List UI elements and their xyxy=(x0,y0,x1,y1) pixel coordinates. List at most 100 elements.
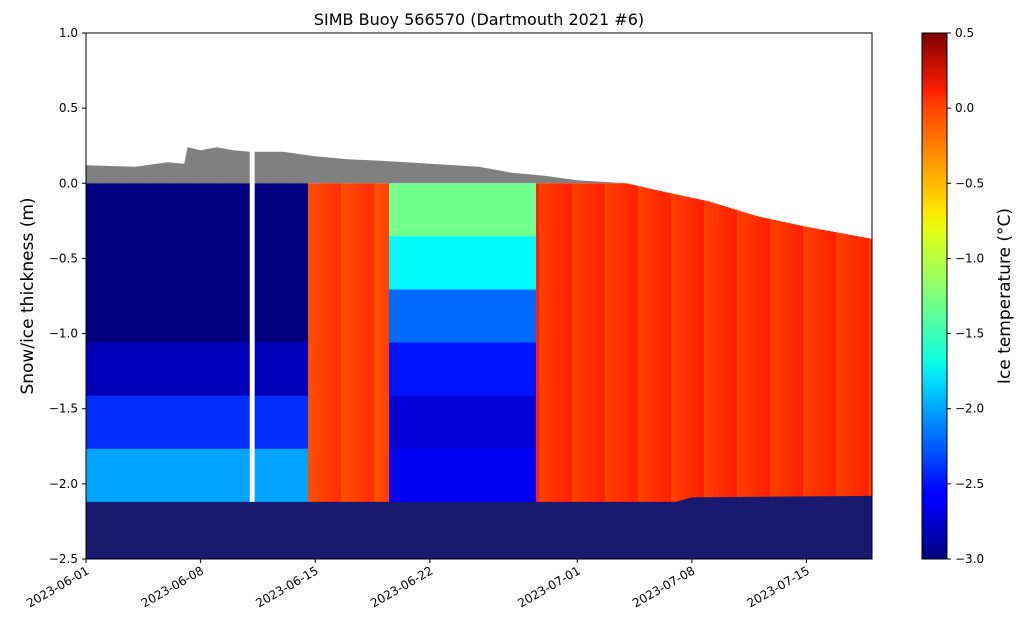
heatmap-cell xyxy=(443,289,447,344)
heatmap-cell xyxy=(395,342,399,397)
heatmap-cell xyxy=(197,289,201,344)
heatmap-cell xyxy=(455,289,459,344)
heatmap-cell xyxy=(110,236,114,290)
heatmap-cell xyxy=(437,183,441,237)
heatmap-cell xyxy=(527,448,531,503)
heatmap-cell xyxy=(104,183,108,237)
heatmap-cell xyxy=(473,183,477,237)
heatmap-cell xyxy=(230,183,234,237)
heatmap-cell xyxy=(764,218,768,498)
heatmap-cell xyxy=(737,210,741,498)
heatmap-cell xyxy=(509,342,513,397)
heatmap-cell xyxy=(131,448,135,503)
heatmap-cell xyxy=(182,342,186,397)
heatmap-cell xyxy=(116,289,120,344)
heatmap-cell xyxy=(503,342,507,397)
heatmap-cell xyxy=(461,236,465,290)
heatmap-cell xyxy=(299,448,303,503)
heatmap-cell xyxy=(422,342,426,397)
heatmap-cell xyxy=(149,448,153,503)
heatmap-cell xyxy=(221,183,225,237)
heatmap-cell xyxy=(644,187,648,503)
heatmap-cell xyxy=(464,448,468,503)
heatmap-cell xyxy=(467,448,471,503)
heatmap-cell xyxy=(548,183,552,503)
heatmap-cell xyxy=(107,342,111,397)
heatmap-cell xyxy=(278,183,282,237)
x-axis-ticks: 2023-06-01 2023-06-08 2023-06-15 2023-06-22… xyxy=(24,559,812,610)
heatmap-cell xyxy=(212,289,216,344)
heatmap-cell xyxy=(449,289,453,344)
heatmap-cell xyxy=(236,289,240,344)
heatmap-cell xyxy=(245,183,249,237)
heatmap-cell xyxy=(266,342,270,397)
heatmap-cell xyxy=(416,289,420,344)
heatmap-cell xyxy=(236,395,240,450)
heatmap-cell xyxy=(305,342,309,397)
heatmap-cell xyxy=(812,228,816,497)
heatmap-cell xyxy=(104,448,108,503)
heatmap-cell xyxy=(521,342,525,397)
heatmap-cell xyxy=(119,183,123,237)
heatmap-cell xyxy=(401,236,405,290)
heatmap-cell xyxy=(173,183,177,237)
heatmap-cell xyxy=(515,342,519,397)
heatmap-cell xyxy=(497,289,501,344)
x-tick-label: 2023-07-08 xyxy=(630,563,697,610)
heatmap-cell xyxy=(227,289,231,344)
heatmap-cell xyxy=(296,342,300,397)
heatmap-cell xyxy=(803,226,807,497)
heatmap-cell xyxy=(461,183,465,237)
heatmap-cell xyxy=(524,448,528,503)
heatmap-cell xyxy=(446,289,450,344)
heatmap-cell xyxy=(104,289,108,344)
heatmap-cell xyxy=(824,230,828,497)
heatmap-cell xyxy=(611,183,615,503)
heatmap-cell xyxy=(422,289,426,344)
heatmap-cell xyxy=(191,289,195,344)
heatmap-cell xyxy=(194,395,198,450)
heatmap-cell xyxy=(518,236,522,290)
x-tick-label: 2023-06-08 xyxy=(139,563,206,610)
heatmap-cell xyxy=(467,395,471,450)
heatmap-cell xyxy=(86,236,90,290)
heatmap-cell xyxy=(200,342,204,397)
heatmap-cell xyxy=(596,183,600,503)
heatmap-cell xyxy=(755,216,759,498)
heatmap-cell xyxy=(161,342,165,397)
heatmap-cell xyxy=(254,448,258,503)
heatmap-cell xyxy=(455,395,459,450)
heatmap-cell xyxy=(242,289,246,344)
heatmap-cell xyxy=(440,289,444,344)
heatmap-cell xyxy=(461,448,465,503)
heatmap-cell xyxy=(404,395,408,450)
heatmap-cell xyxy=(470,395,474,450)
heatmap-cell xyxy=(701,200,705,498)
heatmap-cell xyxy=(413,236,417,290)
heatmap-cell xyxy=(620,183,624,503)
heatmap-cell xyxy=(614,183,618,503)
heatmap-cell xyxy=(179,342,183,397)
heatmap-cell xyxy=(761,217,765,498)
heatmap-cell xyxy=(86,395,90,450)
heatmap-cell xyxy=(95,236,99,290)
heatmap-cell xyxy=(149,183,153,237)
y-tick-label: −2.0 xyxy=(49,477,78,491)
heatmap-cell xyxy=(662,191,666,503)
heatmap-cell xyxy=(299,236,303,290)
heatmap-cell xyxy=(179,448,183,503)
heatmap-cell xyxy=(242,183,246,237)
heatmap-cell xyxy=(269,236,273,290)
heatmap-cell xyxy=(488,289,492,344)
heatmap-cell xyxy=(92,183,96,237)
heatmap-cell xyxy=(524,236,528,290)
heatmap-cell xyxy=(446,183,450,237)
heatmap-cell xyxy=(161,395,165,450)
heatmap-cell xyxy=(422,183,426,237)
heatmap-cell xyxy=(272,289,276,344)
heatmap-cell xyxy=(119,342,123,397)
heatmap-cell xyxy=(479,395,483,450)
heatmap-cell xyxy=(293,342,297,397)
heatmap-cell xyxy=(425,342,429,397)
heatmap-cell xyxy=(305,289,309,344)
